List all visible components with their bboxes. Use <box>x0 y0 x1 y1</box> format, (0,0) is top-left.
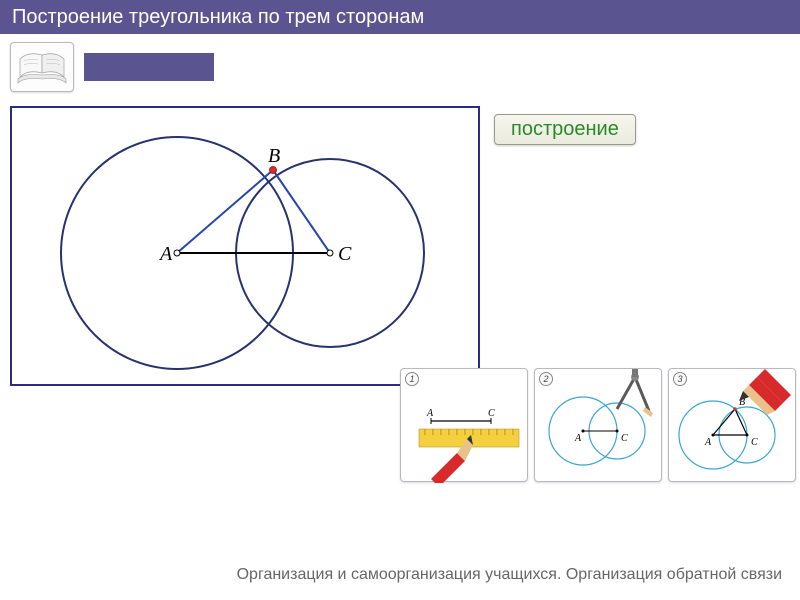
segment-bc <box>273 170 330 253</box>
label-c: C <box>338 243 352 265</box>
main-area: A C B построение 1 A C <box>10 106 790 446</box>
svg-text:A: A <box>426 408 434 419</box>
svg-text:C: C <box>621 433 628 444</box>
construction-badge[interactable]: построение <box>494 114 636 145</box>
book-row <box>10 42 800 92</box>
steps-row: 1 A C <box>400 368 796 482</box>
point-b <box>270 167 277 174</box>
step-3-num: 3 <box>673 372 687 386</box>
step-2-svg: A C <box>535 369 663 483</box>
point-a <box>174 250 180 256</box>
svg-text:A: A <box>704 437 712 448</box>
book-icon-box[interactable] <box>10 42 74 92</box>
construction-svg: A C B <box>12 108 482 388</box>
step-2[interactable]: 2 A C <box>534 368 662 482</box>
svg-text:A: A <box>574 433 582 444</box>
point-c <box>327 250 333 256</box>
step-1-num: 1 <box>405 372 419 386</box>
svg-text:C: C <box>751 437 758 448</box>
page-title: Построение треугольника по трем сторонам <box>12 6 424 29</box>
step-3[interactable]: 3 A C B <box>668 368 796 482</box>
main-diagram: A C B <box>10 106 480 386</box>
svg-text:C: C <box>488 408 495 419</box>
step-3-svg: A C B <box>669 369 797 483</box>
segment-ab <box>177 170 273 253</box>
label-a: A <box>158 243 173 265</box>
sub-bar <box>84 53 214 81</box>
badge-text: построение <box>511 118 619 140</box>
open-book-icon <box>14 47 70 87</box>
label-b: B <box>268 145 280 167</box>
title-bar: Построение треугольника по трем сторонам <box>0 0 800 34</box>
footer-text: Организация и самоорганизация учащихся. … <box>237 566 782 584</box>
step-2-num: 2 <box>539 372 553 386</box>
step-1-svg: A C <box>401 369 529 483</box>
pencil-icon <box>739 369 791 415</box>
step-1[interactable]: 1 A C <box>400 368 528 482</box>
